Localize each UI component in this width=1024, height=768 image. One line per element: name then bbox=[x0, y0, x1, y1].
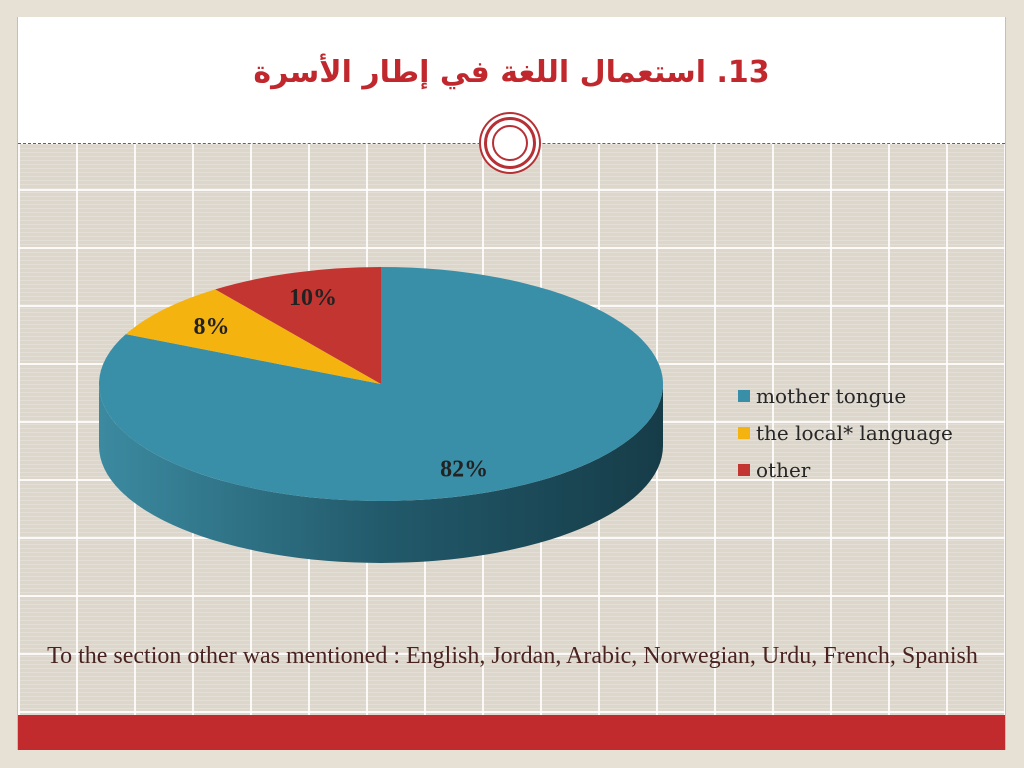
slice-mother-tongue bbox=[99, 267, 664, 501]
data-label-the-local-language: 8% bbox=[194, 314, 230, 340]
data-label-other: 10% bbox=[289, 285, 337, 311]
legend-swatch bbox=[738, 463, 750, 476]
decorative-ring-icon bbox=[484, 117, 536, 169]
legend-item-mother-tongue: mother tongue bbox=[738, 377, 953, 414]
slice-the-local-language bbox=[125, 289, 381, 384]
data-label-mother-tongue: 82% bbox=[440, 456, 488, 482]
legend-swatch bbox=[738, 389, 750, 402]
footer-bar bbox=[18, 715, 1005, 750]
legend-item-the-local-language: the local* language bbox=[738, 414, 953, 451]
slice-other bbox=[215, 267, 381, 384]
legend-label: mother tongue bbox=[756, 383, 907, 408]
legend-label: other bbox=[756, 457, 811, 482]
legend-label: the local* language bbox=[756, 420, 953, 445]
legend-swatch bbox=[738, 426, 750, 439]
slide: 13. استعمال اللغة في إطار الأسرة 82% 8% 10… bbox=[17, 17, 1006, 750]
pie-chart: 82% 8% 10% bbox=[99, 267, 664, 563]
slide-title: 13. استعمال اللغة في إطار الأسرة bbox=[253, 55, 770, 90]
chart-legend: mother tongue the local* language other bbox=[738, 377, 953, 488]
slice-side-mother-tongue bbox=[99, 384, 663, 563]
chart-note: To the section other was mentioned : Eng… bbox=[47, 643, 978, 669]
legend-item-other: other bbox=[738, 451, 953, 488]
